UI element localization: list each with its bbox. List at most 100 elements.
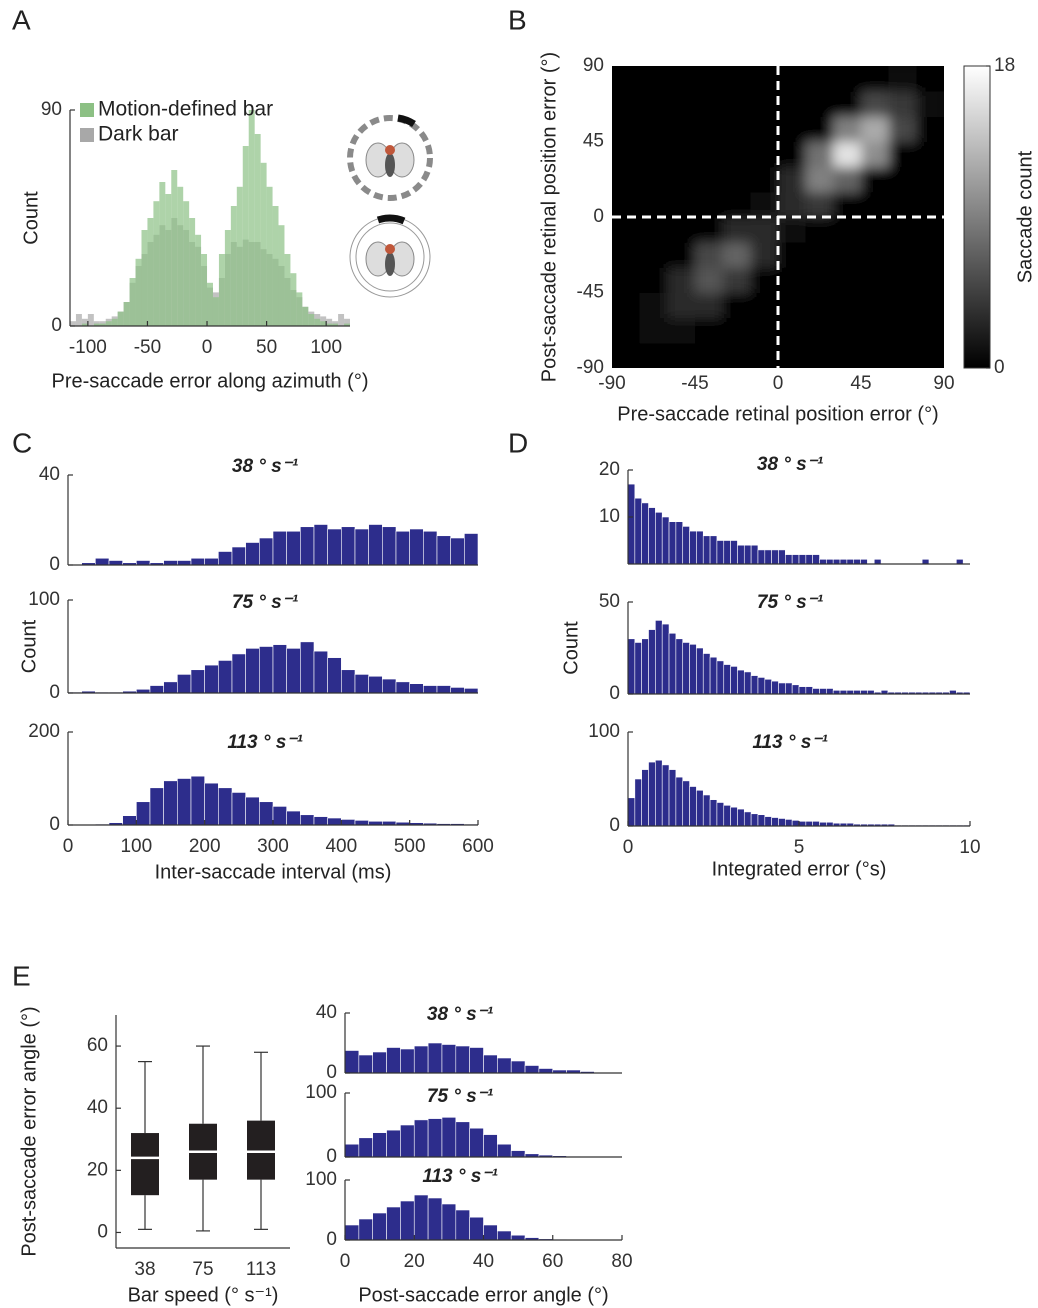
heatmap-cell xyxy=(722,217,751,243)
heatmap-cell xyxy=(750,342,779,368)
histogram-bar xyxy=(400,1048,415,1074)
y-tick-label: 20 xyxy=(87,1159,108,1180)
histogram-bar xyxy=(750,544,759,565)
histogram-bar xyxy=(441,1117,457,1158)
histogram-bar xyxy=(245,796,260,826)
y-tick-label: 0 xyxy=(609,815,620,836)
heatmap-cell xyxy=(722,267,751,293)
subplot-title: 38 ° s⁻¹ xyxy=(232,456,299,477)
y-tick-label: 40 xyxy=(316,1002,337,1023)
x-tick-label: 100 xyxy=(310,337,342,358)
histogram-bar xyxy=(117,311,124,326)
y-axis-label: Post-saccade error angle (°) xyxy=(18,1006,40,1256)
x-tick-label: 38 xyxy=(134,1259,155,1280)
histogram-bar xyxy=(372,1212,387,1241)
x-tick-label: 60 xyxy=(542,1251,563,1272)
histogram-bar xyxy=(510,1150,526,1158)
histogram-bar xyxy=(634,778,642,827)
histogram-bar xyxy=(696,789,704,827)
histogram-bar xyxy=(122,815,137,826)
subplot-title: 75 ° s⁻¹ xyxy=(427,1086,494,1107)
heatmap-cell xyxy=(833,166,862,193)
heatmap-blur xyxy=(612,66,944,368)
x-tick-label: 200 xyxy=(189,836,221,857)
y-tick-label: 0 xyxy=(51,315,62,336)
histogram-bar xyxy=(483,1054,498,1074)
heatmap-cell xyxy=(888,166,917,193)
x-tick-label: 300 xyxy=(257,836,289,857)
histogram-bar xyxy=(338,314,345,326)
heatmap-cell xyxy=(722,66,751,92)
histogram-bar xyxy=(204,664,219,694)
y-axis-label: Post-saccade retinal position error (°) xyxy=(538,52,560,382)
heatmap-cell xyxy=(750,242,779,268)
histogram-bar xyxy=(510,1060,526,1074)
x-axis-label: Inter-saccade interval (ms) xyxy=(155,861,392,883)
histogram-bar xyxy=(368,524,383,566)
histogram-bar xyxy=(921,558,930,565)
heatmap-cell xyxy=(778,267,807,293)
histogram-bar xyxy=(785,819,793,827)
histogram-bar xyxy=(81,318,88,326)
x-tick-label: 10 xyxy=(959,837,980,858)
heatmap-cell xyxy=(778,166,807,193)
histogram-bar xyxy=(386,1129,401,1158)
heatmap-cell xyxy=(750,141,779,168)
heatmap-cell xyxy=(861,242,890,268)
histogram-bar xyxy=(344,1224,360,1241)
histogram-bar xyxy=(177,560,192,566)
histogram-bar xyxy=(231,546,246,566)
fly-icon-dark xyxy=(349,214,431,298)
histogram-bar xyxy=(314,318,321,326)
heatmap-cell xyxy=(722,191,751,218)
histogram-bar xyxy=(171,170,178,326)
histogram-bar xyxy=(195,234,202,326)
histogram-bar xyxy=(163,681,178,694)
histogram-bar xyxy=(224,230,231,326)
heatmap-cell xyxy=(805,342,834,368)
heatmap-cell xyxy=(750,91,779,117)
heatmap-cell xyxy=(639,242,668,268)
heatmap-cell xyxy=(667,141,696,168)
heatmap-cell xyxy=(750,267,779,293)
histogram-bar xyxy=(648,507,656,565)
heatmap-cell xyxy=(833,116,862,142)
histogram-bar xyxy=(190,775,205,826)
histogram-bar xyxy=(757,549,766,565)
histogram-bar xyxy=(327,657,342,694)
histogram-bar xyxy=(427,1118,443,1158)
x-tick-label: 600 xyxy=(462,836,494,857)
y-tick-label: 0 xyxy=(326,1062,337,1083)
histogram-bar xyxy=(230,206,237,326)
histogram-bar xyxy=(873,558,882,565)
histogram-bar xyxy=(743,544,752,565)
histogram-bar xyxy=(464,688,479,694)
histogram-bar xyxy=(129,278,136,326)
histogram-bar xyxy=(218,254,225,326)
x-tick-label: 75 xyxy=(192,1259,213,1280)
heatmap-cell xyxy=(612,292,641,319)
heatmap-cell xyxy=(778,66,807,92)
histogram-bar xyxy=(497,1057,512,1074)
heatmap-cell xyxy=(667,166,696,193)
heatmap-cell xyxy=(612,91,641,117)
histogram-bar xyxy=(450,537,465,566)
histogram-bar xyxy=(99,323,106,326)
heatmap-cell xyxy=(778,191,807,218)
heatmap-cell xyxy=(612,317,641,344)
histogram-bar xyxy=(798,820,807,827)
heatmap-cell xyxy=(778,217,807,243)
histogram-bar xyxy=(682,780,690,827)
box xyxy=(247,1120,275,1180)
histogram-bar xyxy=(785,554,793,565)
x-axis-label: Pre-saccade retinal position error (°) xyxy=(617,403,938,425)
y-tick-label: 60 xyxy=(87,1035,108,1056)
heatmap-cell xyxy=(667,317,696,344)
heatmap-cell xyxy=(695,116,724,142)
colorbar-tick-label: 0 xyxy=(994,357,1005,378)
x-tick-label: -90 xyxy=(598,373,625,394)
y-tick-label: 0 xyxy=(49,554,60,575)
histogram-bar xyxy=(254,134,261,326)
heatmap-cell xyxy=(861,317,890,344)
x-axis-label: Post-saccade error angle (°) xyxy=(358,1284,608,1306)
